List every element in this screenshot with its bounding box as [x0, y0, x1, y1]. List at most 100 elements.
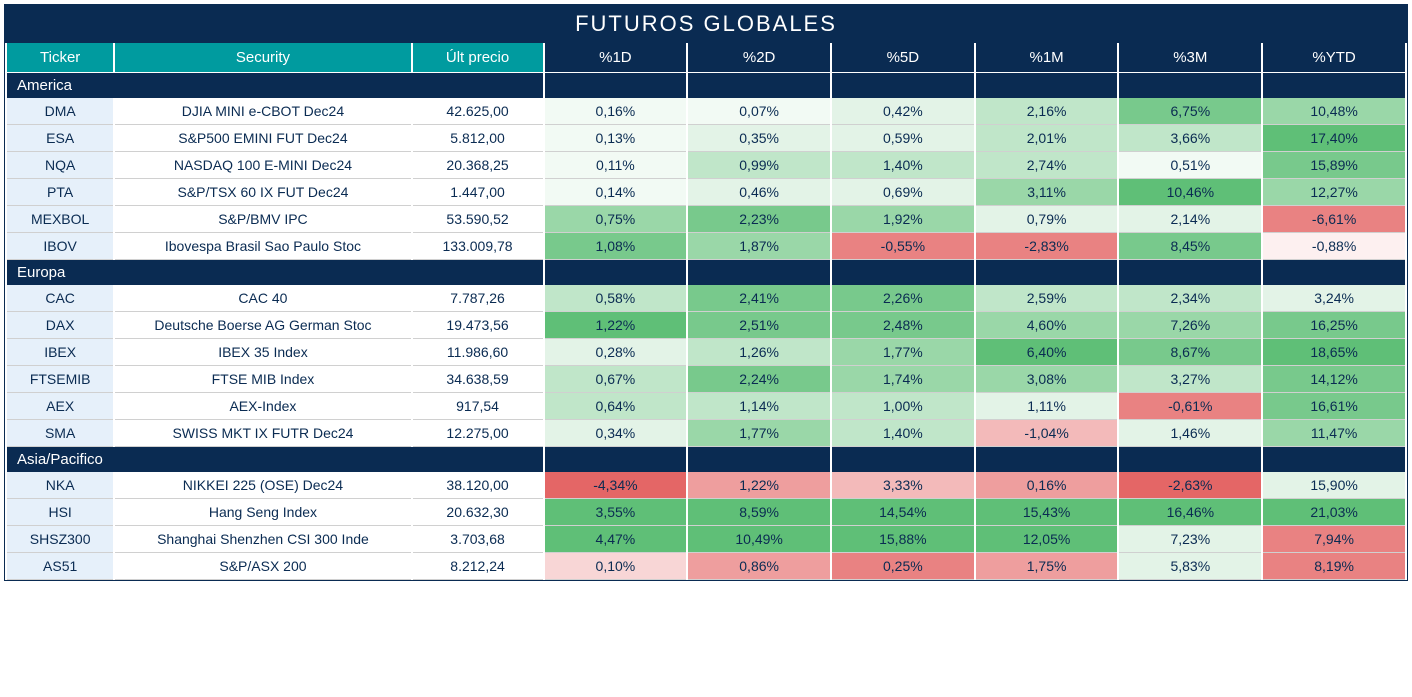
cell-pct: 0,35%	[688, 125, 830, 152]
section-spacer	[832, 73, 974, 98]
cell-pct: 8,45%	[1119, 233, 1261, 260]
table-row: FTSEMIBFTSE MIB Index34.638,590,67%2,24%…	[7, 366, 1405, 393]
cell-security: S&P/ASX 200	[115, 553, 410, 580]
cell-security: FTSE MIB Index	[115, 366, 410, 393]
section-name: America	[7, 73, 543, 98]
cell-pct: 1,40%	[832, 420, 974, 447]
cell-pct: -2,83%	[976, 233, 1118, 260]
cell-pct: 0,07%	[688, 98, 830, 125]
cell-pct: 16,46%	[1119, 499, 1261, 526]
cell-pct: 10,49%	[688, 526, 830, 553]
cell-price: 34.638,59	[413, 366, 543, 393]
cell-security: NASDAQ 100 E-MINI Dec24	[115, 152, 410, 179]
cell-pct: 0,11%	[545, 152, 687, 179]
cell-pct: 0,99%	[688, 152, 830, 179]
cell-pct: 2,59%	[976, 285, 1118, 312]
cell-pct: 17,40%	[1263, 125, 1405, 152]
section-spacer	[976, 447, 1118, 472]
section-spacer	[688, 447, 830, 472]
cell-pct: 21,03%	[1263, 499, 1405, 526]
cell-pct: 1,22%	[545, 312, 687, 339]
cell-security: S&P/BMV IPC	[115, 206, 410, 233]
cell-pct: -0,55%	[832, 233, 974, 260]
cell-pct: 15,88%	[832, 526, 974, 553]
cell-pct: -6,61%	[1263, 206, 1405, 233]
cell-pct: 15,90%	[1263, 472, 1405, 499]
cell-pct: -0,61%	[1119, 393, 1261, 420]
cell-pct: 11,47%	[1263, 420, 1405, 447]
cell-security: IBEX 35 Index	[115, 339, 410, 366]
cell-pct: 0,75%	[545, 206, 687, 233]
cell-security: SWISS MKT IX FUTR Dec24	[115, 420, 410, 447]
section-spacer	[688, 73, 830, 98]
section-spacer	[1119, 260, 1261, 285]
cell-ticker: NQA	[7, 152, 113, 179]
cell-pct: 8,59%	[688, 499, 830, 526]
table-row: PTAS&P/TSX 60 IX FUT Dec241.447,000,14%0…	[7, 179, 1405, 206]
section-spacer	[1263, 73, 1405, 98]
cell-price: 7.787,26	[413, 285, 543, 312]
cell-pct: 2,34%	[1119, 285, 1261, 312]
table-row: HSIHang Seng Index20.632,303,55%8,59%14,…	[7, 499, 1405, 526]
cell-pct: 0,13%	[545, 125, 687, 152]
cell-pct: -2,63%	[1119, 472, 1261, 499]
col-5d: %5D	[832, 43, 974, 73]
col-3m: %3M	[1119, 43, 1261, 73]
cell-pct: 0,16%	[545, 98, 687, 125]
cell-pct: 3,55%	[545, 499, 687, 526]
cell-ticker: NKA	[7, 472, 113, 499]
cell-pct: 15,43%	[976, 499, 1118, 526]
cell-pct: 7,23%	[1119, 526, 1261, 553]
table-row: NQANASDAQ 100 E-MINI Dec2420.368,250,11%…	[7, 152, 1405, 179]
table-row: AEXAEX-Index917,540,64%1,14%1,00%1,11%-0…	[7, 393, 1405, 420]
table-row: IBOVIbovespa Brasil Sao Paulo Stoc133.00…	[7, 233, 1405, 260]
cell-price: 5.812,00	[413, 125, 543, 152]
section-spacer	[1263, 260, 1405, 285]
table-row: SHSZ300Shanghai Shenzhen CSI 300 Inde3.7…	[7, 526, 1405, 553]
futures-table: Ticker Security Últ precio %1D %2D %5D %…	[5, 43, 1407, 580]
col-1d: %1D	[545, 43, 687, 73]
cell-pct: 0,25%	[832, 553, 974, 580]
cell-pct: 2,51%	[688, 312, 830, 339]
cell-pct: 3,66%	[1119, 125, 1261, 152]
cell-pct: 0,14%	[545, 179, 687, 206]
cell-pct: 2,74%	[976, 152, 1118, 179]
cell-pct: 5,83%	[1119, 553, 1261, 580]
cell-pct: 0,28%	[545, 339, 687, 366]
section-spacer	[832, 447, 974, 472]
cell-pct: 0,42%	[832, 98, 974, 125]
cell-pct: 0,10%	[545, 553, 687, 580]
cell-pct: 18,65%	[1263, 339, 1405, 366]
cell-ticker: SHSZ300	[7, 526, 113, 553]
cell-pct: 14,12%	[1263, 366, 1405, 393]
section-spacer	[545, 260, 687, 285]
cell-price: 1.447,00	[413, 179, 543, 206]
cell-security: AEX-Index	[115, 393, 410, 420]
cell-pct: 7,94%	[1263, 526, 1405, 553]
section-spacer	[1119, 73, 1261, 98]
col-ytd: %YTD	[1263, 43, 1405, 73]
cell-pct: 1,87%	[688, 233, 830, 260]
section-spacer	[1119, 447, 1261, 472]
cell-pct: 0,69%	[832, 179, 974, 206]
cell-pct: -1,04%	[976, 420, 1118, 447]
cell-pct: 3,24%	[1263, 285, 1405, 312]
cell-pct: 16,25%	[1263, 312, 1405, 339]
section-spacer	[545, 73, 687, 98]
cell-pct: 2,48%	[832, 312, 974, 339]
cell-pct: 10,48%	[1263, 98, 1405, 125]
cell-pct: 0,34%	[545, 420, 687, 447]
cell-pct: 1,26%	[688, 339, 830, 366]
cell-security: S&P/TSX 60 IX FUT Dec24	[115, 179, 410, 206]
cell-pct: 1,75%	[976, 553, 1118, 580]
cell-security: CAC 40	[115, 285, 410, 312]
cell-pct: 1,00%	[832, 393, 974, 420]
cell-pct: 1,77%	[688, 420, 830, 447]
table-row: MEXBOLS&P/BMV IPC53.590,520,75%2,23%1,92…	[7, 206, 1405, 233]
section-name: Europa	[7, 260, 543, 285]
cell-pct: 3,27%	[1119, 366, 1261, 393]
cell-security: Deutsche Boerse AG German Stoc	[115, 312, 410, 339]
cell-security: Ibovespa Brasil Sao Paulo Stoc	[115, 233, 410, 260]
cell-pct: 2,16%	[976, 98, 1118, 125]
table-row: AS51S&P/ASX 2008.212,240,10%0,86%0,25%1,…	[7, 553, 1405, 580]
